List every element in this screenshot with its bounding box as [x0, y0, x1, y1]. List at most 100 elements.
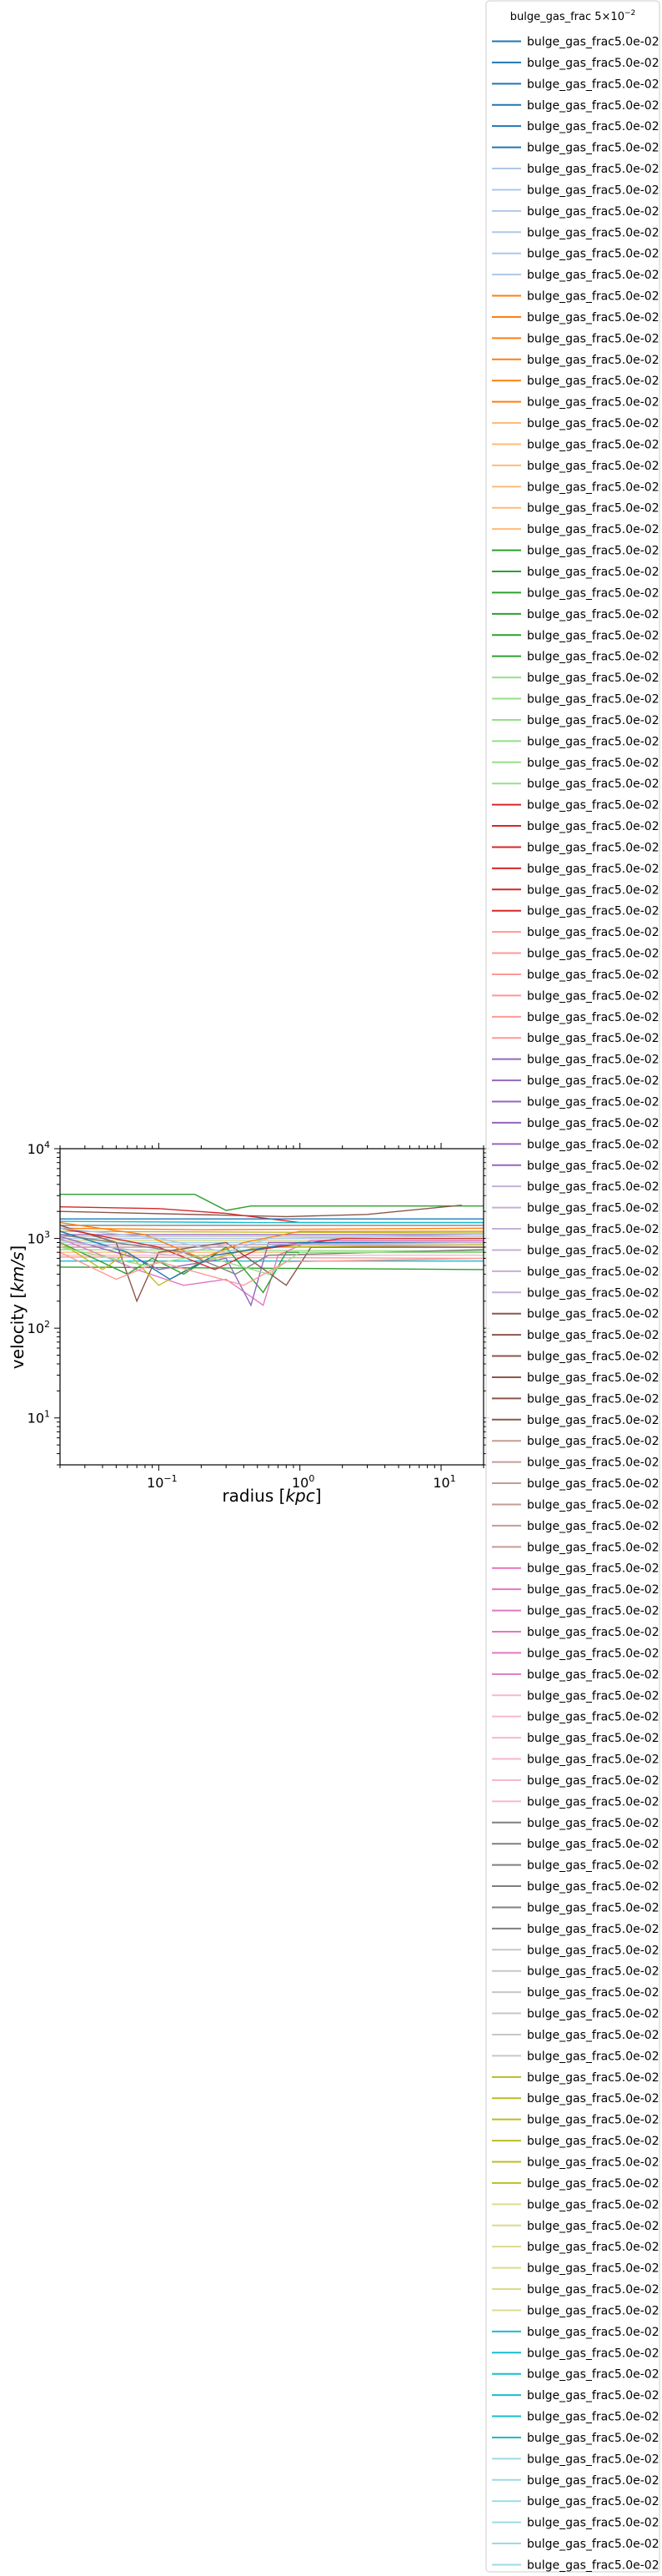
legend-entry-label: bulge_gas_frac5.0e-02	[527, 2538, 659, 2551]
legend-entry-label: bulge_gas_frac5.0e-02	[527, 2453, 659, 2466]
legend-entry-label: bulge_gas_frac5.0e-02	[527, 2262, 659, 2276]
legend-entry-label: bulge_gas_frac5.0e-02	[527, 1795, 659, 1809]
legend-entry-label: bulge_gas_frac5.0e-02	[527, 2558, 659, 2572]
legend-entry-label: bulge_gas_frac5.0e-02	[527, 1096, 659, 1109]
series-layer	[60, 1194, 484, 1307]
y-tick-label: 101	[28, 1409, 50, 1426]
legend-entry-label: bulge_gas_frac5.0e-02	[527, 2220, 659, 2233]
series-line-8	[60, 1230, 484, 1234]
legend-entry-label: bulge_gas_frac5.0e-02	[527, 438, 659, 451]
series-line-31	[60, 1246, 484, 1275]
legend-entry-label: bulge_gas_frac5.0e-02	[527, 142, 659, 155]
legend-entry-label: bulge_gas_frac5.0e-02	[527, 1351, 659, 1364]
legend-entry-label: bulge_gas_frac5.0e-02	[527, 926, 659, 939]
legend-entry-label: bulge_gas_frac5.0e-02	[527, 248, 659, 261]
x-tick-label: 100	[292, 1473, 314, 1491]
legend-entry-label: bulge_gas_frac5.0e-02	[527, 1329, 659, 1342]
legend-entry-label: bulge_gas_frac5.0e-02	[527, 608, 659, 621]
legend-entry-label: bulge_gas_frac5.0e-02	[527, 1265, 659, 1279]
series-line-19	[60, 1256, 484, 1260]
legend-entry-label: bulge_gas_frac5.0e-02	[527, 2368, 659, 2382]
legend-entry-label: bulge_gas_frac5.0e-02	[527, 1817, 659, 1830]
legend-entry-label: bulge_gas_frac5.0e-02	[527, 1160, 659, 1173]
legend-entry-label: bulge_gas_frac5.0e-02	[527, 502, 659, 516]
legend-entry-label: bulge_gas_frac5.0e-02	[527, 714, 659, 727]
legend-entry-label: bulge_gas_frac5.0e-02	[527, 1647, 659, 1660]
legend-entry-label: bulge_gas_frac5.0e-02	[527, 586, 659, 600]
legend-entry-label: bulge_gas_frac5.0e-02	[527, 78, 659, 91]
legend-entry-label: bulge_gas_frac5.0e-02	[527, 1286, 659, 1300]
legend-title: bulge_gas_frac 5×10−2	[510, 9, 636, 23]
legend-entry-label: bulge_gas_frac5.0e-02	[527, 905, 659, 918]
legend-entry-label: bulge_gas_frac5.0e-02	[527, 2432, 659, 2445]
legend-entry-label: bulge_gas_frac5.0e-02	[527, 2071, 659, 2085]
legend-entry-label: bulge_gas_frac5.0e-02	[527, 2389, 659, 2402]
legend-entry-label: bulge_gas_frac5.0e-02	[527, 1138, 659, 1151]
x-tick-label: 101	[433, 1473, 455, 1491]
legend-entry-label: bulge_gas_frac5.0e-02	[527, 735, 659, 748]
legend-entry-label: bulge_gas_frac5.0e-02	[527, 311, 659, 325]
legend-entry-label: bulge_gas_frac5.0e-02	[527, 2474, 659, 2488]
legend-entry-label: bulge_gas_frac5.0e-02	[527, 1117, 659, 1130]
legend-entry-label: bulge_gas_frac5.0e-02	[527, 2029, 659, 2042]
series-line-26	[60, 1241, 484, 1286]
legend-entry-label: bulge_gas_frac5.0e-02	[527, 1923, 659, 1936]
legend-entry-label: bulge_gas_frac5.0e-02	[527, 1965, 659, 1979]
legend-entry-label: bulge_gas_frac5.0e-02	[527, 1626, 659, 1639]
legend-entry-label: bulge_gas_frac5.0e-02	[527, 1457, 659, 1470]
legend-entry-label: bulge_gas_frac5.0e-02	[527, 1711, 659, 1724]
legend-entry-label: bulge_gas_frac5.0e-02	[527, 2283, 659, 2297]
legend-entry-label: bulge_gas_frac5.0e-02	[527, 375, 659, 388]
legend-entry-label: bulge_gas_frac5.0e-02	[527, 672, 659, 685]
legend-entry-label: bulge_gas_frac5.0e-02	[527, 2114, 659, 2127]
legend-entry-label: bulge_gas_frac5.0e-02	[527, 1520, 659, 1533]
legend-entry-label: bulge_gas_frac5.0e-02	[527, 354, 659, 367]
legend-entry-label: bulge_gas_frac5.0e-02	[527, 1774, 659, 1788]
legend-entry-label: bulge_gas_frac5.0e-02	[527, 566, 659, 579]
legend-entry-label: bulge_gas_frac5.0e-02	[527, 1562, 659, 1576]
legend-entry-label: bulge_gas_frac5.0e-02	[527, 629, 659, 642]
legend-entry-label: bulge_gas_frac5.0e-02	[527, 2495, 659, 2508]
legend-entry-label: bulge_gas_frac5.0e-02	[527, 36, 659, 49]
legend-entry-label: bulge_gas_frac5.0e-02	[527, 1202, 659, 1215]
legend-entry-label: bulge_gas_frac5.0e-02	[527, 1541, 659, 1554]
series-line-7	[60, 1227, 484, 1230]
series-line-32	[60, 1227, 484, 1253]
y-tick-label: 103	[28, 1230, 50, 1247]
legend-entry-label: bulge_gas_frac5.0e-02	[527, 841, 659, 854]
x-axis-label: radius [kpc]	[222, 1486, 321, 1506]
legend-entry-label: bulge_gas_frac5.0e-02	[527, 460, 659, 473]
legend-entry-label: bulge_gas_frac5.0e-02	[527, 2008, 659, 2021]
legend-entry-label: bulge_gas_frac5.0e-02	[527, 1371, 659, 1385]
legend-entry-label: bulge_gas_frac5.0e-02	[527, 1583, 659, 1597]
legend-entry-label: bulge_gas_frac5.0e-02	[527, 226, 659, 239]
legend-entry-label: bulge_gas_frac5.0e-02	[527, 863, 659, 876]
legend-entry-label: bulge_gas_frac5.0e-02	[527, 2156, 659, 2170]
legend-entry-label: bulge_gas_frac5.0e-02	[527, 184, 659, 197]
legend-entry-label: bulge_gas_frac5.0e-02	[527, 1668, 659, 1682]
legend-entry-label: bulge_gas_frac5.0e-02	[527, 545, 659, 558]
legend-frame	[485, 0, 660, 2573]
legend-entry-label: bulge_gas_frac5.0e-02	[527, 396, 659, 410]
legend-entry-label: bulge_gas_frac5.0e-02	[527, 1859, 659, 1873]
series-line-28	[60, 1227, 484, 1270]
legend-entry-label: bulge_gas_frac5.0e-02	[527, 1435, 659, 1448]
legend-entry-label: bulge_gas_frac5.0e-02	[527, 1605, 659, 1618]
legend-entry-label: bulge_gas_frac5.0e-02	[527, 2135, 659, 2148]
legend-entry-label: bulge_gas_frac5.0e-02	[527, 2050, 659, 2063]
series-line-29	[60, 1230, 484, 1280]
legend-entry-label: bulge_gas_frac5.0e-02	[527, 99, 659, 113]
y-tick-label: 104	[28, 1140, 50, 1157]
legend-entry-label: bulge_gas_frac5.0e-02	[527, 1838, 659, 1851]
legend-entry-label: bulge_gas_frac5.0e-02	[527, 1392, 659, 1406]
legend-entry-label: bulge_gas_frac5.0e-02	[527, 1074, 659, 1088]
legend-entry-label: bulge_gas_frac5.0e-02	[527, 1244, 659, 1257]
legend-entry-label: bulge_gas_frac5.0e-02	[527, 1732, 659, 1745]
x-tick-label: 10−1	[147, 1473, 178, 1491]
legend-entry-label: bulge_gas_frac5.0e-02	[527, 2177, 659, 2191]
legend-entry-label: bulge_gas_frac5.0e-02	[527, 1032, 659, 1045]
legend-entry-label: bulge_gas_frac5.0e-02	[527, 1308, 659, 1321]
series-line-33	[60, 1251, 484, 1286]
series-line-1	[60, 1194, 484, 1211]
legend-entry-label: bulge_gas_frac5.0e-02	[527, 1753, 659, 1767]
